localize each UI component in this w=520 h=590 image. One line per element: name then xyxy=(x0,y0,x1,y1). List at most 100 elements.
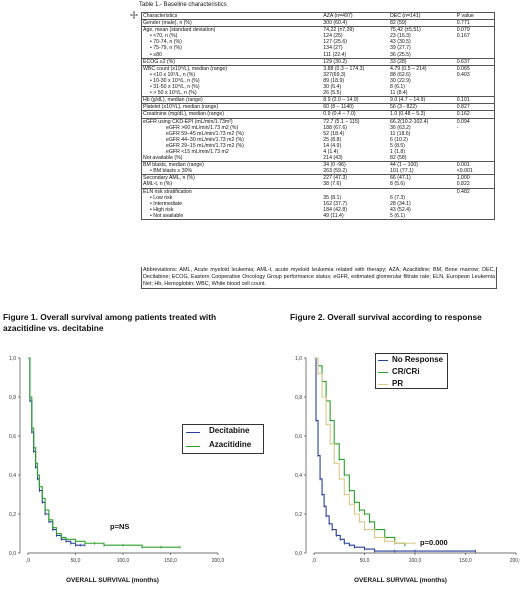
table-cell-c2: 124 (25) xyxy=(323,33,343,40)
table-cell-c4: 0.403 xyxy=(456,71,470,78)
table-cell-c3: 11 (8.4) xyxy=(390,90,408,97)
table-cell-c1: Platelet (x10⁹/L), median (range) xyxy=(141,103,323,111)
table-row: WBC count (x10⁹/L), median (range) 3.88 (… xyxy=(141,64,495,72)
move-icon[interactable] xyxy=(130,11,138,19)
table-row: Secondary AML, n (%) 227 (47.3) 66 (47.1) 1… xyxy=(141,174,495,182)
table-cell-c2: 72.7 (5.1 – 115) xyxy=(322,117,390,125)
table-cell-c1: Hb (g/dL), median (range) xyxy=(141,96,323,104)
table-cell-c1: eGFR using CKD-EPI (mL/min/1.73m²) xyxy=(141,117,323,125)
fig1-y-tick-label: 0,2 xyxy=(9,512,16,518)
table-cell-c3: 88 (62.6) xyxy=(390,71,411,78)
fig2-x-tick-label: 150,0 xyxy=(459,558,472,564)
table-cell-c2: 188 (67.6) xyxy=(323,124,347,131)
table-cell-c1: • 75-79, n (%) xyxy=(150,45,182,52)
fig2-y-tick-label: 0,8 xyxy=(295,395,302,401)
table-row: • 70-74, n (%) 127 (25.6) 43 (30.5) xyxy=(142,39,495,45)
figure2-legend xyxy=(375,353,448,389)
table-cell-c4: 0.162 xyxy=(455,110,495,118)
table-cell-c4: 0.637 xyxy=(455,57,495,66)
table-cell-c1: • Intermediate xyxy=(150,200,183,207)
figure2-title: Figure 2. Overall survival according to … xyxy=(290,312,482,322)
figure1-pvalue: p=NS xyxy=(110,522,130,531)
table-row: eGFR <15 mL/min/1.73 m2 4 (1.4) 1 (1.8) xyxy=(142,149,495,155)
table-cell-c3: 33 (28) xyxy=(389,57,456,66)
table-cell-c1: Gender (male), n (%) xyxy=(141,19,323,27)
table-row: ELN risk stratification 0.482 xyxy=(141,187,495,195)
table-cell-c1: eGFR 29–15 mL/min/1.73 m2 (%) xyxy=(166,142,244,149)
table-row: eGFR 59–45 mL/min/1.73 m2 (%) 52 (18.4) 11… xyxy=(142,131,495,137)
figure1-legend-azacitidine-label: Azacitidine xyxy=(209,440,252,449)
table-cell-c1: • High risk xyxy=(150,206,174,213)
table-cell-c1: Secondary AML, n (%) xyxy=(141,174,323,182)
table-cell-c1: • > 50 x 10⁹/L, n (%) xyxy=(150,90,197,97)
table-cell-c1: WBC count (x10⁹/L), median (range) xyxy=(141,64,323,72)
table-cell-c2: 184 (42.8) xyxy=(323,206,347,213)
table-cell-c1: BM blasts, median (range) xyxy=(141,161,323,169)
fig1-y-tick-label: 1,0 xyxy=(9,356,16,362)
table-row: eGFR 29–15 mL/min/1.73 m2 (%) 14 (4.9) 5 (… xyxy=(142,143,495,149)
table-cell-c1: • 10-30 x 10⁹/L, n (%) xyxy=(150,77,200,84)
table-cell-c3: 30 (22.9) xyxy=(390,77,411,84)
table-cell-c2: 3.88 (0.3 – 174.3) xyxy=(322,64,390,72)
table-row: • BM blasts ≥ 30% 263 (59.2) 101 (77.1) <0.… xyxy=(142,168,495,175)
table-cell-c2: 0.9 (0.4 – 7.0) xyxy=(322,110,390,118)
table-cell-c1: • <70, n (%) xyxy=(150,33,178,40)
table-row: • 10-30 x 10⁹/L, n (%) 89 (18.9) 30 (22.9) xyxy=(142,78,495,84)
table-cell-c1: eGFR >60 mL/min/1.73 m2 (%) xyxy=(166,124,239,131)
figure2-legend-pr-swatch xyxy=(378,384,388,385)
table-cell-c2: 60 (8 – 1140) xyxy=(322,103,390,111)
table-cell-c1: eGFR 44–30 mL/min/1.73 m2 (%) xyxy=(166,136,244,143)
fig2-y-tick-label: 0,6 xyxy=(295,434,302,440)
table-cell-c2: 327(69.3) xyxy=(323,71,346,78)
figure2-legend-pr-label: PR xyxy=(392,379,404,388)
table-cell-c3: 43 (30.5) xyxy=(390,39,411,46)
figure2-legend-noresponse-swatch xyxy=(378,360,388,361)
figure1-legend-decitabine-label: Decitabine xyxy=(209,426,250,435)
fig1-y-tick-label: 0,4 xyxy=(9,473,16,479)
table-row: ECOG ≥2 (%) 129 (30.2) 33 (28) 0.637 xyxy=(141,57,495,66)
table-cell-c3: 36 (63.2) xyxy=(390,124,411,131)
table-row: Platelet (x10⁹/L), median (range) 60 (8 –… xyxy=(141,103,495,111)
table-cell-c2: 263 (59.2) xyxy=(323,168,347,175)
table-cell-c4: - xyxy=(456,124,459,131)
table-cell-c3 xyxy=(389,187,456,195)
table-cell-c3: 36 (25.5) xyxy=(390,51,411,58)
table-cell-c4: <0.001 xyxy=(456,168,473,175)
table-cell-c1: • Low risk xyxy=(150,194,173,201)
figure2-legend-crcri-label: CR/CRi xyxy=(392,367,420,376)
table-cell-c4 xyxy=(456,52,495,59)
table-cell-c1: Characteristics xyxy=(143,13,178,19)
table-cell-c1: • Not available xyxy=(150,212,184,219)
table-cell-c3: 6 (7.3) xyxy=(390,194,406,201)
table-row: Gender (male), n (%) 300 (60.4) 82 (59) 0.7… xyxy=(141,19,495,27)
table-row: • <10 x 10⁹/L, n (%) 327(69.3) 88 (62.6) 0.… xyxy=(142,72,495,78)
table-cell-c4: 0.094 xyxy=(455,117,495,125)
table-row: • 75-79, n (%) 134 (27) 39 (27.7) xyxy=(142,45,495,51)
table-cell-c3: 6 (10.2) xyxy=(390,136,408,143)
table-cell-c4: P value xyxy=(456,13,474,19)
table-cell-c2: 52 (18.4) xyxy=(323,130,345,137)
table-row: eGFR 44–30 mL/min/1.73 m2 (%) 25 (8.8) 6 (… xyxy=(142,137,495,143)
fig1-x-tick-label: ,0 xyxy=(26,558,30,564)
table-cell-c3: 4.79 (0.5 – 214) xyxy=(389,64,456,72)
table-cell-c4: 0.079 xyxy=(455,26,495,34)
table-cell-c2 xyxy=(322,187,390,195)
table-cell-c4: 0.771 xyxy=(455,19,495,27)
table-cell-c1: ECOG ≥2 (%) xyxy=(141,57,323,66)
fig1-series-1 xyxy=(28,357,180,548)
table-cell-c3: 66.2(10.2-102.4) xyxy=(389,117,456,125)
table-cell-c1: eGFR <15 mL/min/1.73 m2 xyxy=(166,148,229,155)
fig2-x-tick-label: 100,0 xyxy=(409,558,422,564)
table-cell-c1: • 31-50 x 10⁹/L, n (%) xyxy=(150,84,200,91)
table-cell-c3: 1.0 (0.48 – 5.3) xyxy=(389,110,456,118)
table-cell-c1: Not available (%) xyxy=(143,155,183,162)
fig2-x-tick-label: 200,0 xyxy=(510,558,520,564)
table-row: eGFR >60 mL/min/1.73 m2 (%) 188 (67.6) 36 … xyxy=(142,125,495,131)
fig1-y-tick-label: 0,8 xyxy=(9,395,16,401)
fig2-y-tick-label: 0,4 xyxy=(295,473,302,479)
table-cell-c3: 11 (18.6) xyxy=(390,130,411,137)
table-row: Not available (%) 214 (43) 82 (58) xyxy=(142,155,495,162)
table-title: Table 1.- Baseline characteristics xyxy=(139,2,227,8)
table-cell-c4: 0.001 xyxy=(455,161,495,169)
fig1-x-tick-label: 150,0 xyxy=(164,558,177,564)
